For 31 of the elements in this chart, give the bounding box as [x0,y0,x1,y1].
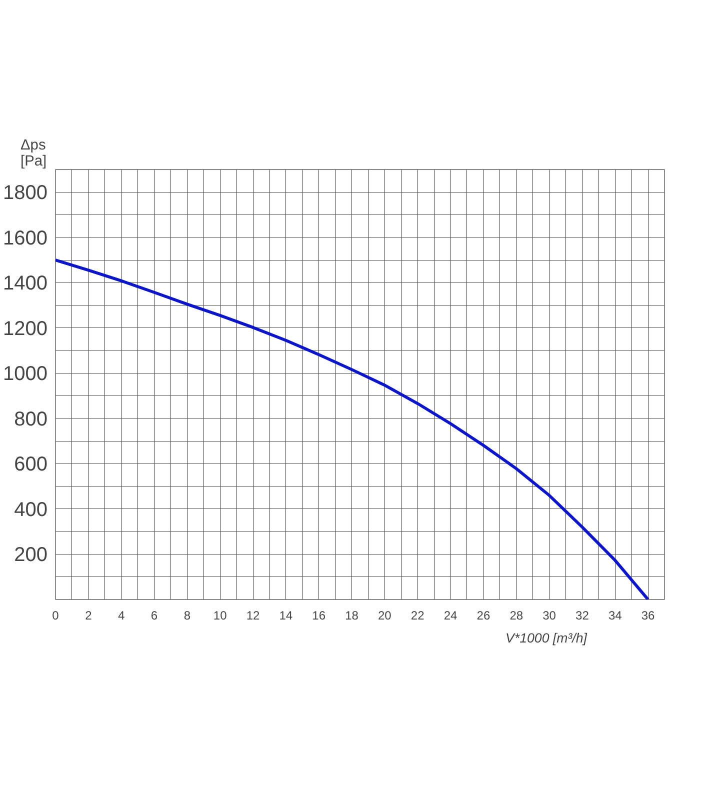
x-tick-label: 22 [410,608,425,622]
x-tick-label: 10 [213,608,228,622]
y-axis-title: Δps [Pa] [20,138,47,170]
x-tick-label: 6 [150,608,158,622]
x-tick-label: 0 [52,608,60,622]
x-tick-label: 34 [608,608,622,622]
y-tick-label: 600 [14,454,48,476]
x-tick-label: 2 [85,608,92,622]
y-tick-label: 1200 [3,318,48,340]
y-tick-label: 1400 [3,272,48,295]
x-tick-label: 28 [510,608,524,622]
line-series [56,258,650,600]
y-tick-label: 400 [14,498,48,521]
x-tick-label: 12 [246,608,260,622]
x-tick-label: 30 [542,608,556,622]
x-tick-label: 26 [476,608,490,622]
x-tick-label: 8 [184,608,191,622]
x-axis-title: V*1000 [m³/h] [506,630,588,646]
x-tick-label: 20 [378,608,392,622]
x-tick-label: 32 [576,608,590,622]
y-tick-label: 1600 [3,227,48,250]
x-tick-label: 18 [345,608,359,622]
y-tick-label: 1800 [3,182,48,204]
x-tick-label: 14 [279,608,293,622]
y-tick-label: 800 [14,408,48,430]
x-tick-label: 4 [118,608,125,622]
y-tick-label: 1000 [3,363,48,386]
x-tick-label: 24 [444,608,458,622]
x-tick-label: 16 [312,608,326,622]
y-tick-label: 200 [14,544,48,566]
x-tick-label: 36 [641,608,656,622]
